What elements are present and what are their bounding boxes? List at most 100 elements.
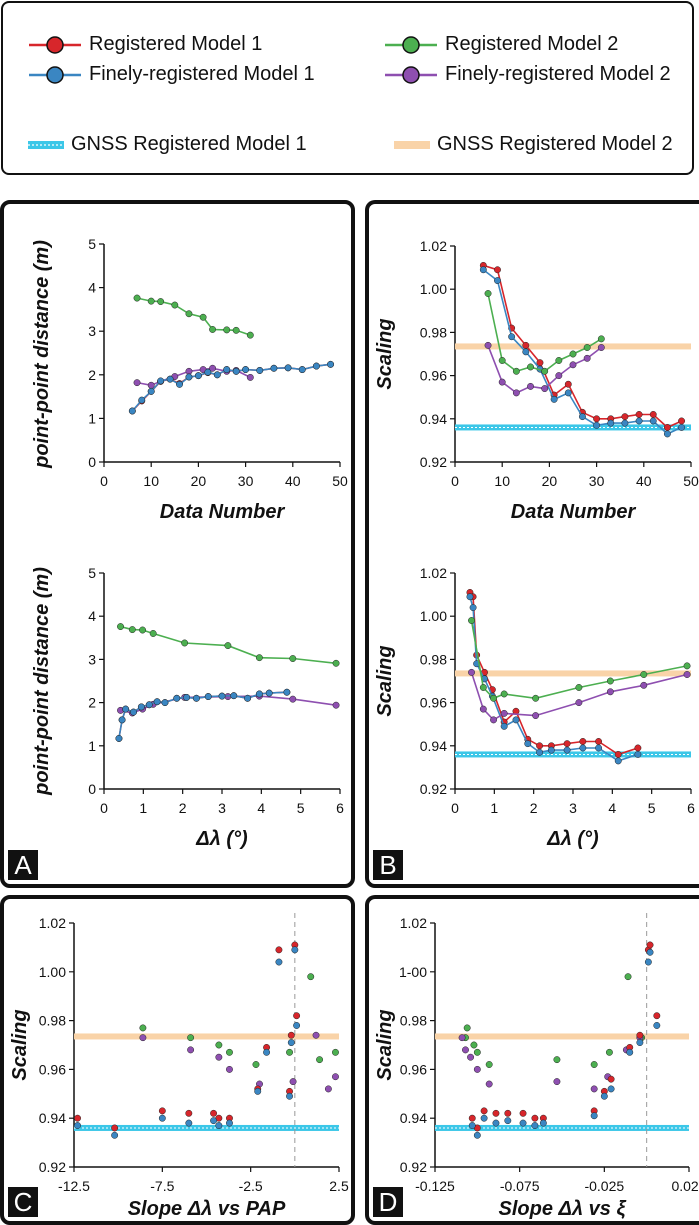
data-point-r2 [332, 1048, 339, 1056]
data-point-f1 [473, 1131, 481, 1139]
panel-letter: D [373, 1187, 403, 1217]
data-point-r2 [224, 642, 232, 650]
data-point-f1 [158, 1114, 166, 1122]
data-point-r1 [678, 417, 686, 425]
data-point-r2 [255, 654, 263, 662]
gnss-band-g2 [74, 1033, 339, 1040]
data-point-f1 [145, 701, 153, 709]
data-point-r2 [128, 626, 136, 634]
data-point-f2 [226, 1065, 233, 1073]
y-tick-label: 3 [88, 651, 96, 667]
data-point-f2 [583, 354, 591, 362]
x-tick-label: 2 [179, 800, 187, 816]
data-point-f1 [254, 1087, 262, 1095]
y-tick-label: 0.94 [420, 738, 447, 754]
data-point-r1 [480, 1107, 488, 1115]
data-point-r2 [498, 357, 506, 364]
data-point-f1 [265, 689, 273, 697]
x-tick-label: 0 [100, 800, 108, 816]
data-point-r1 [494, 266, 501, 274]
legend: Registered Model 1 Registered Model 2 Fi… [1, 1, 694, 175]
data-point-r2 [569, 350, 577, 358]
data-point-f2 [512, 389, 520, 397]
data-point-r1 [185, 1109, 193, 1117]
legend-item-finely-registered-model-1: Finely-registered Model 1 [27, 63, 315, 86]
series-line-r1 [118, 691, 287, 739]
x-tick-label: 30 [589, 473, 605, 489]
data-point-r2 [139, 1024, 147, 1032]
gnss-band-g2 [455, 343, 691, 350]
data-point-f2 [215, 1053, 223, 1061]
data-point-f1 [287, 1039, 295, 1047]
data-point-f1 [166, 375, 174, 383]
band-peach-icon [394, 140, 430, 149]
legend-label: Finely-registered Model 2 [445, 63, 671, 85]
data-point-f2 [479, 705, 487, 713]
data-point-f1 [653, 1022, 661, 1029]
x-tick-label: 0 [100, 473, 108, 489]
data-point-r2 [149, 630, 157, 637]
data-point-f1 [312, 362, 320, 370]
data-point-r2 [215, 1041, 223, 1049]
data-point-r2 [332, 659, 340, 667]
data-point-r2 [286, 1048, 293, 1056]
data-point-f1 [176, 380, 183, 388]
x-tick-label: 10 [494, 473, 510, 489]
x-tick-label: 20 [191, 473, 207, 489]
data-point-r2 [597, 335, 605, 343]
data-point-r1 [646, 941, 654, 949]
data-point-r2 [139, 626, 146, 634]
data-point-f1 [547, 746, 555, 754]
data-point-f2 [133, 379, 141, 387]
y-tick-label: 0.94 [420, 411, 447, 427]
data-point-r1 [492, 1109, 500, 1117]
y-tick-label: 0.98 [420, 324, 447, 340]
x-tick-label: -12.5 [58, 1178, 90, 1194]
data-point-f1 [173, 694, 181, 702]
data-point-f2 [468, 668, 475, 676]
data-point-f1 [74, 1122, 81, 1129]
y-tick-label: 0.98 [400, 1013, 427, 1029]
data-point-f1 [539, 1119, 547, 1127]
y-tick-label: 0 [88, 454, 96, 470]
y-tick-label: 0 [88, 781, 96, 797]
data-point-r1 [621, 413, 629, 421]
legend-label: GNSS Registered Model 1 [71, 133, 307, 155]
data-point-f1 [185, 1119, 193, 1127]
data-point-f1 [504, 1117, 512, 1125]
x-tick-label: -0.075 [500, 1178, 540, 1194]
data-point-f1 [204, 693, 212, 701]
data-point-f2 [462, 1046, 469, 1054]
y-tick-label: 0.96 [39, 1061, 66, 1077]
data-point-f1 [579, 744, 587, 752]
data-point-r1 [614, 750, 622, 758]
y-tick-label: 0.98 [420, 651, 447, 667]
x-tick-label: -0.125 [415, 1178, 455, 1194]
data-point-f1 [194, 372, 202, 380]
legend-item-registered-model-2: Registered Model 2 [383, 33, 618, 56]
data-point-r2 [316, 1056, 324, 1064]
data-point-r2 [232, 326, 240, 334]
data-point-f1 [153, 698, 161, 706]
data-point-f1 [649, 417, 657, 425]
y-tick-label: 0.96 [420, 695, 447, 711]
x-tick-label: 0.025 [671, 1178, 699, 1194]
data-point-f1 [508, 333, 516, 341]
data-point-f2 [473, 1065, 481, 1073]
data-point-r2 [583, 344, 591, 351]
data-point-f1 [130, 708, 137, 716]
data-point-r1 [522, 341, 530, 349]
data-point-f2 [498, 378, 506, 386]
data-point-f2 [467, 1053, 475, 1061]
series-line-r2 [136, 297, 251, 336]
data-point-f1 [138, 396, 146, 404]
y-tick-label: 0.92 [400, 1159, 427, 1175]
data-point-f2 [147, 381, 155, 389]
data-point-r2 [500, 690, 508, 698]
x-tick-label: 20 [542, 473, 558, 489]
gnss-band-g2 [435, 1033, 689, 1040]
data-point-f1 [293, 1022, 301, 1029]
data-point-f2 [484, 341, 492, 349]
data-point-f2 [485, 1080, 493, 1088]
